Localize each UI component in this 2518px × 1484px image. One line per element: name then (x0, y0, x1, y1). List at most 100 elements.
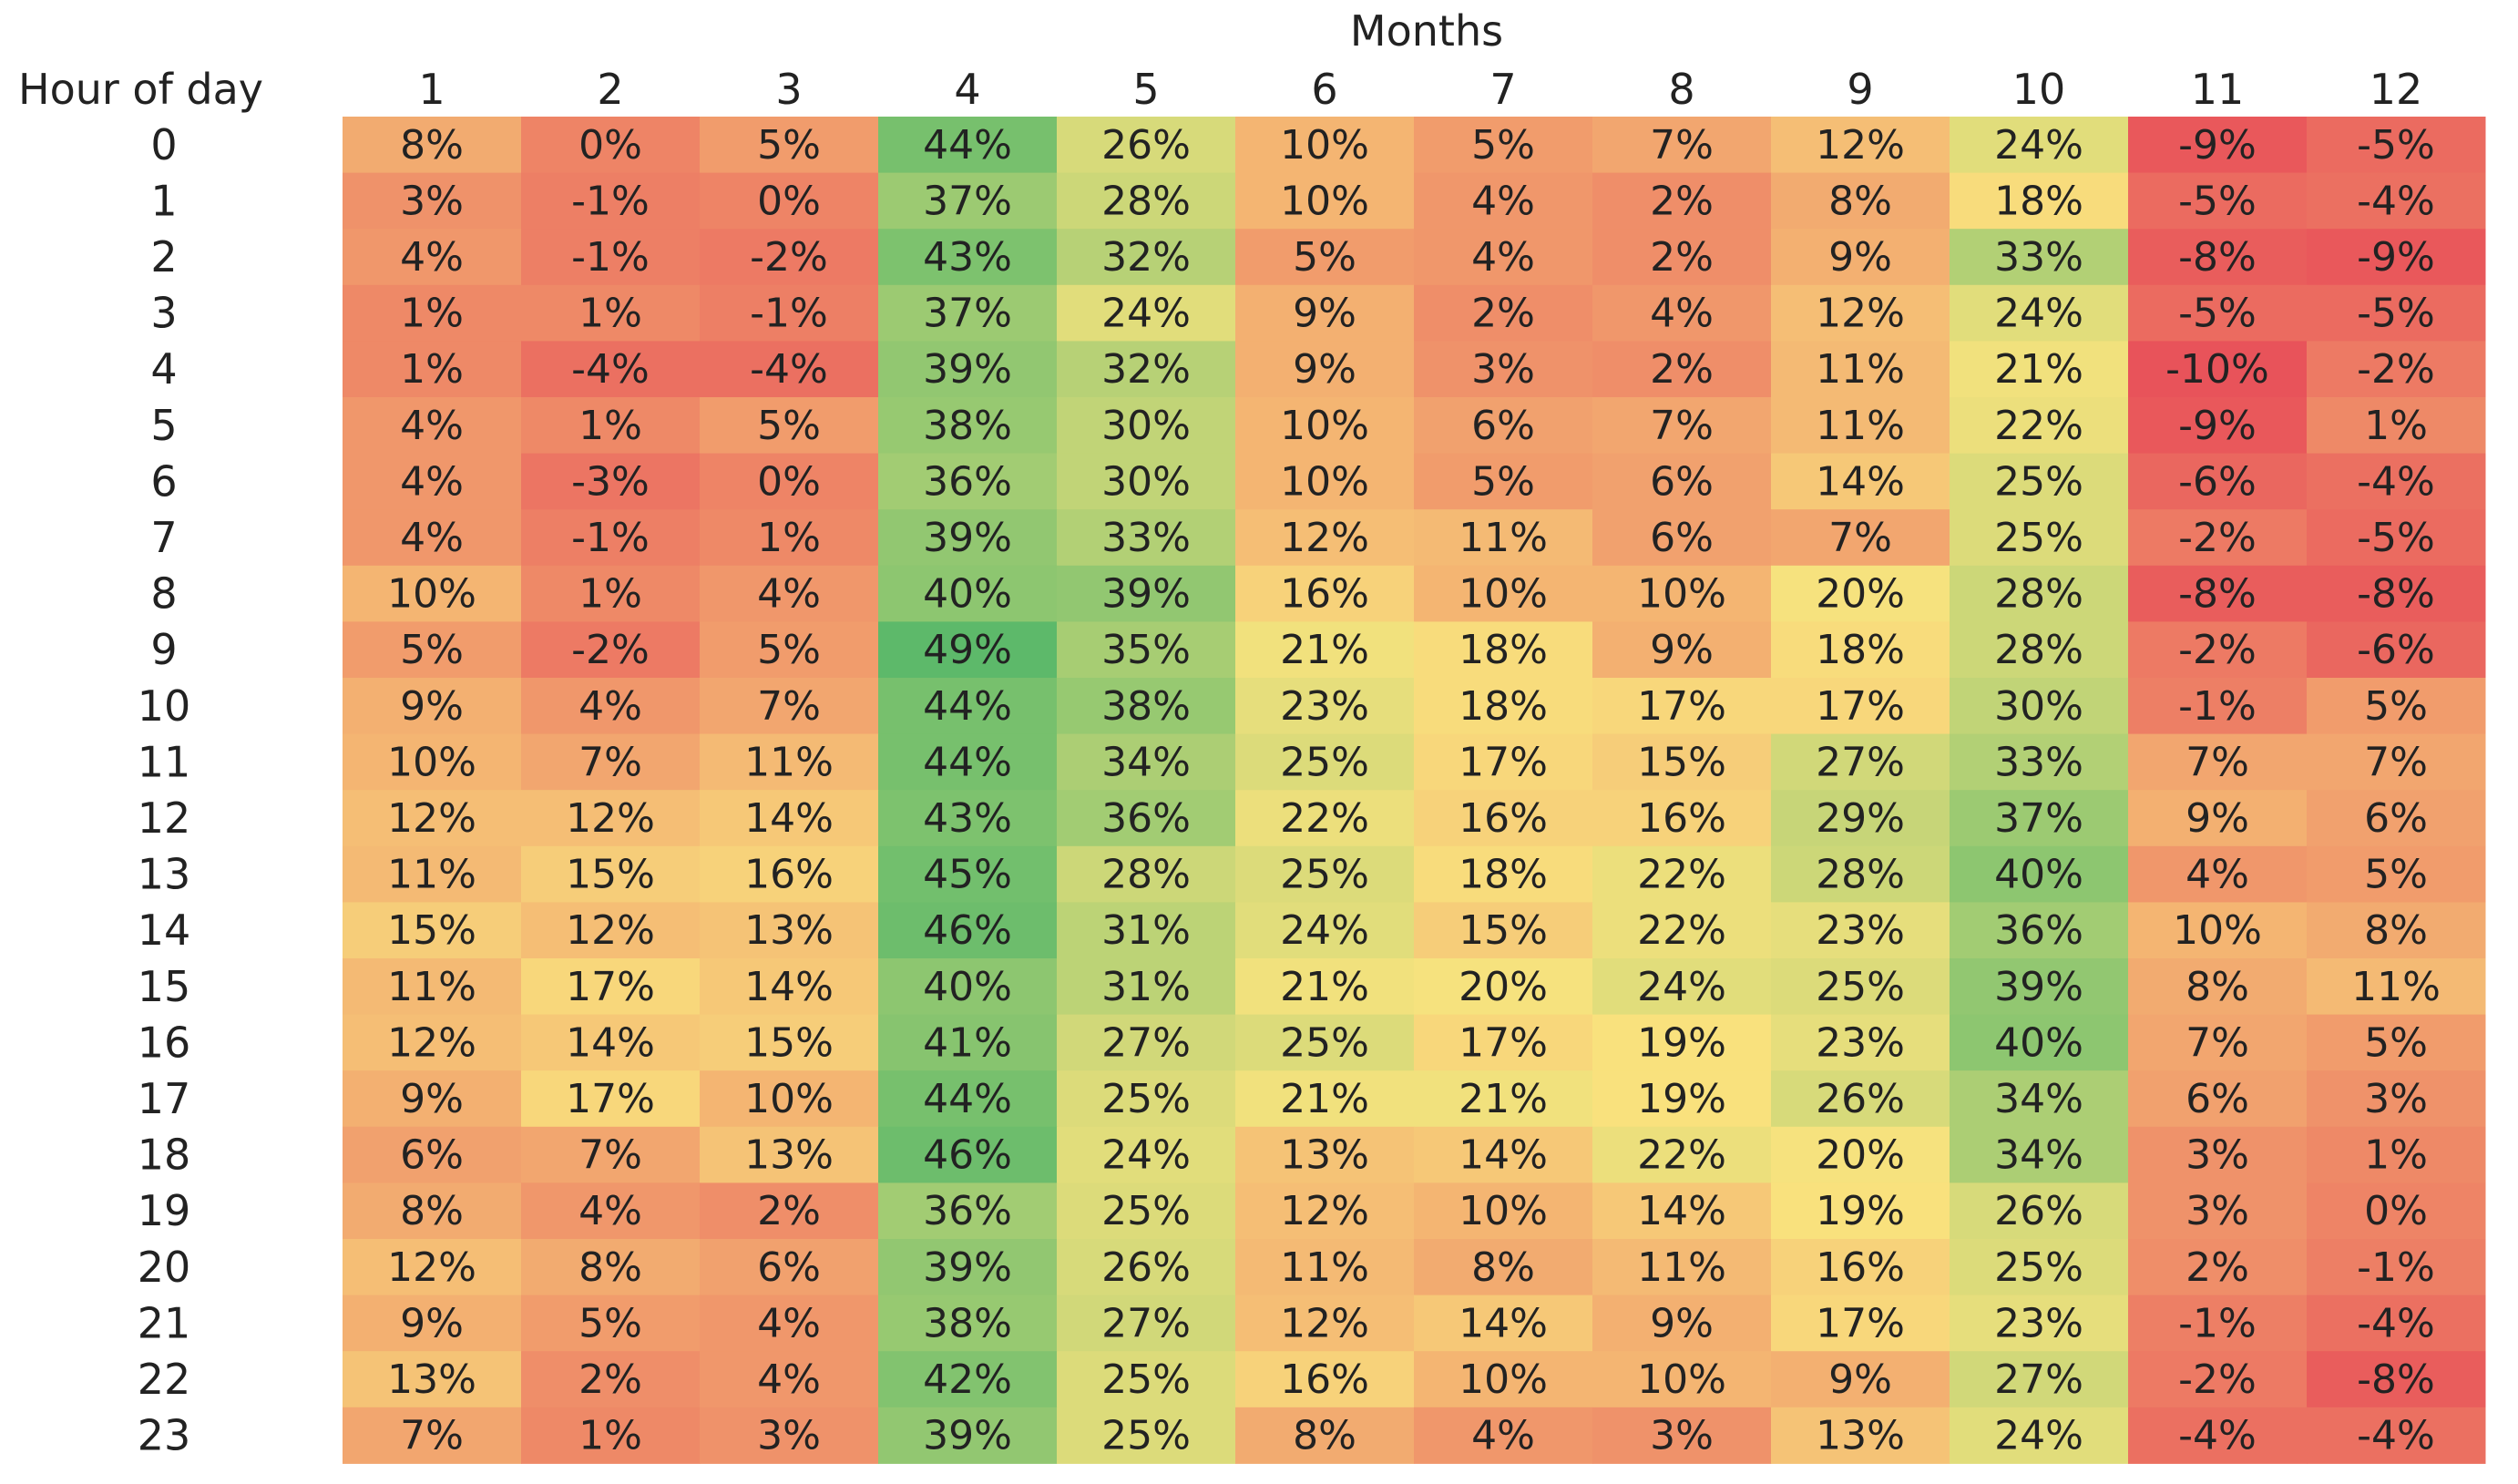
cell-value-label: -1% (2178, 683, 2257, 730)
heatmap-cell (878, 1014, 1058, 1071)
heatmap-cell (1414, 229, 1593, 286)
heatmap-cell (343, 1014, 522, 1071)
cell-value-label: 30% (1101, 458, 1191, 505)
cell-value-label: 39% (923, 1413, 1012, 1459)
cell-value-label: 25% (1101, 1076, 1191, 1122)
cell-value-label: 10% (1637, 1356, 1726, 1403)
heatmap-cell (1950, 790, 2129, 847)
cell-value-label: 44% (923, 1076, 1012, 1122)
heatmap-cell (2307, 958, 2486, 1016)
cell-value-label: -4% (571, 346, 650, 393)
cell-value-label: 5% (1293, 234, 1356, 281)
heatmap-cell (343, 341, 522, 398)
cell-value-label: 44% (923, 683, 1012, 730)
cell-value-label: 37% (1994, 795, 2083, 842)
cell-value-label: -5% (2357, 122, 2435, 169)
heatmap-cell (2128, 229, 2308, 286)
cell-value-label: 26% (1816, 1076, 1905, 1122)
heatmap-cell (1414, 678, 1593, 735)
heatmap-cell (2128, 565, 2308, 622)
cell-value-label: 6% (2185, 1076, 2249, 1122)
cell-value-label: 7% (578, 1132, 642, 1179)
heatmap-cell (878, 453, 1058, 510)
heatmap-cell (521, 1070, 701, 1128)
cell-value-label: 39% (923, 515, 1012, 561)
cell-value-label: 26% (1101, 1244, 1191, 1291)
cell-value-label: 5% (2364, 1019, 2428, 1066)
x-tick-label: 3 (775, 65, 802, 114)
heatmap-cell (1592, 229, 1772, 286)
cell-value-label: 30% (1101, 403, 1191, 449)
heatmap-cell (700, 229, 879, 286)
cell-value-label: 38% (923, 1300, 1012, 1346)
heatmap-cell (1057, 678, 1236, 735)
cell-value-label: 6% (1650, 515, 1714, 561)
cell-value-label: 33% (1994, 739, 2083, 785)
cell-value-label: 28% (1816, 852, 1905, 898)
heatmap-cell (1057, 284, 1236, 342)
heatmap-cell (1771, 341, 1950, 398)
heatmap-cell (521, 1239, 701, 1296)
cell-value-label: -5% (2178, 291, 2257, 337)
heatmap-cell (1235, 397, 1415, 455)
cell-value-label: -6% (2178, 458, 2257, 505)
heatmap-cell (343, 453, 522, 510)
cell-value-label: 36% (923, 458, 1012, 505)
heatmap-cell (700, 958, 879, 1016)
cell-value-label: 18% (1459, 627, 1548, 673)
heatmap-cell (1057, 117, 1236, 174)
cell-value-label: 39% (923, 1244, 1012, 1291)
heatmap-cell (700, 509, 879, 567)
heatmap-cell (1057, 1182, 1236, 1240)
heatmap-cell (2128, 902, 2308, 959)
heatmap-cell (1414, 453, 1593, 510)
cell-value-label: 45% (923, 852, 1012, 898)
cell-value-label: 23% (1280, 683, 1369, 730)
cell-value-label: 11% (1816, 403, 1905, 449)
cell-value-label: -8% (2178, 234, 2257, 281)
heatmap-cell (1414, 790, 1593, 847)
heatmap-cell (343, 565, 522, 622)
heatmap-cell (700, 845, 879, 903)
cell-value-label: 19% (1816, 1188, 1905, 1234)
cell-value-label: 11% (1637, 1244, 1726, 1291)
cell-value-label: 24% (1280, 907, 1369, 954)
heatmap-cell (2128, 1295, 2308, 1352)
cell-value-label: 24% (1994, 291, 2083, 337)
cell-value-label: 38% (923, 403, 1012, 449)
x-tick-label: 8 (1668, 65, 1694, 114)
heatmap-cell (700, 284, 879, 342)
cell-value-label: 26% (1994, 1188, 2083, 1234)
heatmap-cell (1592, 1239, 1772, 1296)
heatmap-cell (1235, 1070, 1415, 1128)
cell-value-label: 9% (1828, 1356, 1892, 1403)
cell-value-label: 38% (1101, 683, 1191, 730)
heatmap-cell (1592, 284, 1772, 342)
cell-value-label: 10% (1637, 571, 1726, 618)
heatmap-cell (343, 845, 522, 903)
cell-value-label: 14% (1459, 1300, 1548, 1346)
heatmap-cell (521, 733, 701, 791)
cell-value-label: -5% (2178, 178, 2257, 224)
heatmap-cell (1235, 1407, 1415, 1464)
heatmap-cell (1592, 453, 1772, 510)
cell-value-label: 10% (1459, 1188, 1548, 1234)
heatmap-cell (1950, 397, 2129, 455)
cell-value-label: 1% (578, 571, 642, 618)
x-tick-label: 12 (2370, 65, 2423, 114)
cell-value-label: 11% (1280, 1244, 1369, 1291)
heatmap-cell (343, 790, 522, 847)
heatmap-cell (878, 958, 1058, 1016)
cell-value-label: 5% (757, 122, 821, 169)
cell-value-label: 19% (1637, 1076, 1726, 1122)
cell-value-label: 7% (2364, 739, 2428, 785)
cell-value-label: 46% (923, 907, 1012, 954)
cell-value-label: 0% (578, 122, 642, 169)
cell-value-label: 3% (2185, 1188, 2249, 1234)
cell-value-label: -8% (2357, 571, 2435, 618)
cell-value-label: 3% (1650, 1413, 1714, 1459)
heatmap-cell (1414, 284, 1593, 342)
heatmap-cell (2307, 1407, 2486, 1464)
x-tick-label: 11 (2191, 65, 2245, 114)
heatmap-cell (878, 341, 1058, 398)
